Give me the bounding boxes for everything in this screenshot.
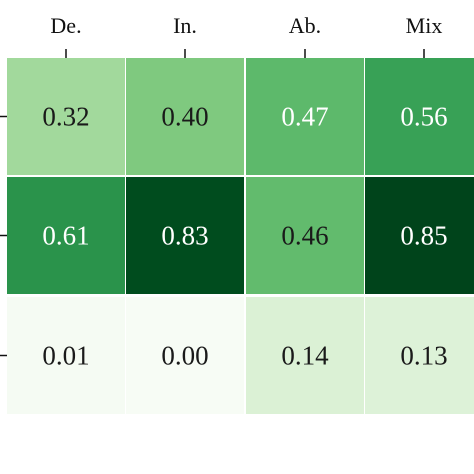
heatmap-cell — [246, 297, 364, 414]
heatmap-cell — [7, 177, 125, 294]
heatmap-cell — [365, 58, 474, 175]
heatmap-cell — [7, 297, 125, 414]
column-label-de: De. — [50, 13, 81, 38]
cell-value-label: 0.14 — [281, 341, 329, 371]
cell-value-label: 0.47 — [281, 102, 328, 132]
cell-value-label: 0.83 — [161, 221, 208, 251]
cell-value-label: 0.32 — [42, 102, 89, 132]
column-label-mix: Mix — [406, 13, 443, 38]
row-ticks — [0, 115, 7, 357]
heatmap-cell — [365, 297, 474, 414]
cell-value-label: 0.01 — [42, 341, 89, 371]
heatmap-cell — [126, 297, 244, 414]
heatmap-cell — [7, 58, 125, 175]
cell-value-label: 0.13 — [400, 341, 447, 371]
column-ticks — [65, 49, 425, 58]
cell-value-label: 0.40 — [161, 102, 208, 132]
heatmap-cell — [126, 58, 244, 175]
heatmap-cells — [7, 58, 474, 414]
heatmap-cell — [365, 177, 474, 294]
column-label-ab: Ab. — [289, 13, 321, 38]
cell-value-label: 0.56 — [400, 102, 447, 132]
cell-value-labels: 0.32 0.40 0.47 0.56 0.61 0.83 0.46 0.85 0.01 0.00… — [42, 102, 447, 371]
cell-value-label: 0.46 — [281, 221, 328, 251]
cell-value-label: 0.85 — [400, 221, 447, 251]
column-label-in: In. — [173, 13, 197, 38]
cell-value-label: 0.61 — [42, 221, 89, 251]
heatmap-cell — [126, 177, 244, 294]
heatmap-cell — [246, 58, 364, 175]
heatmap-cell — [246, 177, 364, 294]
cell-value-label: 0.00 — [161, 341, 208, 371]
column-labels: De. In. Ab. Mix — [50, 13, 442, 38]
